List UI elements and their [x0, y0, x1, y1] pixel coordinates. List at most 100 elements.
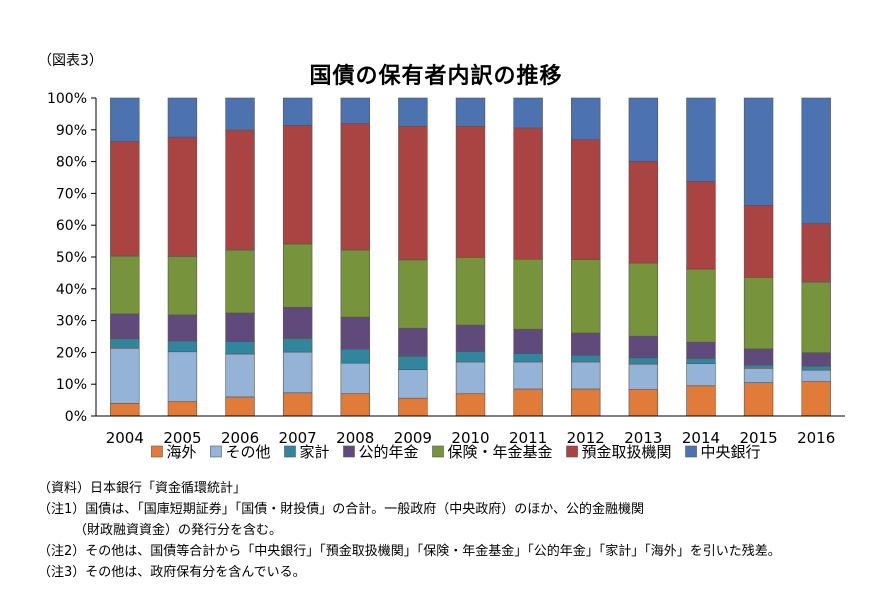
bar-segment: [225, 341, 255, 355]
legend-label: 保険・年金基金: [448, 443, 553, 461]
bar-segment: [743, 348, 774, 366]
bar-segment: [282, 97, 313, 126]
legend-label: 家計: [299, 443, 329, 461]
bar-segment: [398, 327, 428, 357]
bar-segment: [282, 306, 313, 339]
bar-segment: [628, 335, 659, 359]
bar-segment: [686, 385, 716, 417]
bar-segment: [628, 160, 659, 264]
bar-segment: [801, 369, 831, 382]
y-tick-label: 90%: [56, 123, 87, 139]
x-tick-label: 2007: [279, 429, 317, 447]
y-tick-label: 40%: [56, 282, 87, 298]
bar-segment: [398, 397, 428, 417]
x-axis: 2004 2005 2006 2007 2008 2009 2010 2011 2012 2013…: [96, 415, 845, 447]
bar-segment: [513, 127, 543, 260]
source-note: （資料）日本銀行「資金循環統計」: [38, 481, 247, 496]
y-tick-label: 10%: [56, 377, 87, 393]
bar-segment: [801, 97, 831, 224]
bar-segment: [167, 314, 198, 342]
y-tick-label: 50%: [56, 250, 87, 266]
stacked-bar-chart: 0%10%20%30%40%50%60%70%80%90%100% 2004 20…: [47, 91, 845, 461]
bar-segment: [167, 136, 198, 257]
bar-segment: [340, 249, 370, 318]
y-tick-label: 20%: [56, 345, 87, 361]
chart-title: 国債の保有者内訳の推移: [309, 64, 563, 89]
legend: 海外 その他 家計 公的年金 保険・年金基金 預金取扱機関 中央銀行: [151, 443, 761, 461]
bar-segment: [801, 352, 831, 367]
bar-segment: [282, 125, 313, 245]
bar-segment: [167, 340, 198, 353]
bars: [110, 97, 831, 417]
y-tick-label: 100%: [47, 91, 87, 107]
bar-segment: [282, 392, 313, 417]
bar-segment: [743, 382, 774, 417]
legend-label: 中央銀行: [701, 443, 761, 461]
bar-segment: [686, 181, 716, 270]
legend-item: その他: [210, 443, 270, 461]
x-tick-label: 2009: [394, 429, 432, 447]
bar-segment: [513, 388, 543, 417]
bar-segment: [340, 123, 370, 251]
y-tick-label: 60%: [56, 218, 87, 234]
bar-segment: [110, 347, 140, 404]
bar-segment: [455, 126, 486, 258]
x-tick-label: 2015: [739, 429, 777, 447]
bar-segment: [686, 363, 716, 387]
bar-segment: [571, 259, 601, 334]
bar-segment: [455, 97, 486, 127]
note-3: （注3）その他は、政府保有分を含んでいる。: [38, 565, 306, 580]
bar-segment: [167, 351, 198, 402]
bar-segment: [340, 348, 370, 364]
bar-segment: [167, 401, 198, 417]
bar-segment: [571, 139, 601, 260]
legend-swatch: [210, 445, 222, 458]
y-tick-label: 70%: [56, 186, 87, 202]
bar-segment: [455, 257, 486, 326]
bar-segment: [225, 249, 255, 314]
bar-segment: [513, 353, 543, 363]
y-tick-label: 0%: [65, 409, 87, 425]
bar-segment: [513, 258, 543, 330]
bar-segment: [571, 361, 601, 390]
bar-segment: [628, 357, 659, 365]
legend-label: 海外: [166, 443, 196, 461]
bar-segment: [571, 388, 601, 417]
x-tick-label: 2014: [682, 429, 720, 447]
bar-segment: [571, 354, 601, 363]
bar-segment: [110, 255, 140, 315]
bar-segment: [455, 361, 486, 395]
bar-segment: [686, 358, 716, 364]
x-tick-label: 2012: [567, 429, 605, 447]
legend-swatch: [432, 445, 444, 458]
bar-segment: [686, 268, 716, 343]
bar-segment: [628, 363, 659, 390]
bar-segment: [340, 393, 370, 417]
bar-segment: [743, 205, 774, 278]
bar-segment: [628, 262, 659, 337]
y-tick-label: 80%: [56, 155, 87, 171]
bar-segment: [167, 256, 198, 316]
legend-label: 預金取扱機関: [582, 443, 672, 461]
bar-segment: [801, 281, 831, 354]
x-tick-label: 2006: [221, 429, 259, 447]
bar-segment: [110, 97, 140, 142]
bar-segment: [743, 364, 774, 369]
legend-swatch: [151, 445, 163, 458]
bar-segment: [110, 338, 140, 349]
bar-segment: [398, 259, 428, 329]
bar-segment: [282, 351, 313, 394]
bar-segment: [571, 332, 601, 356]
legend-item: 中央銀行: [685, 443, 761, 461]
bar-segment: [743, 367, 774, 383]
bar-segment: [110, 402, 140, 417]
bar-segment: [686, 341, 716, 359]
x-tick-label: 2011: [509, 429, 547, 447]
bar-segment: [282, 243, 313, 308]
bar-segment: [743, 97, 774, 206]
legend-item: 保険・年金基金: [432, 443, 553, 461]
bar-segment: [167, 97, 198, 138]
bar-segment: [110, 313, 140, 340]
legend-item: 預金取扱機関: [566, 443, 672, 461]
x-tick-label: 2013: [624, 429, 662, 447]
